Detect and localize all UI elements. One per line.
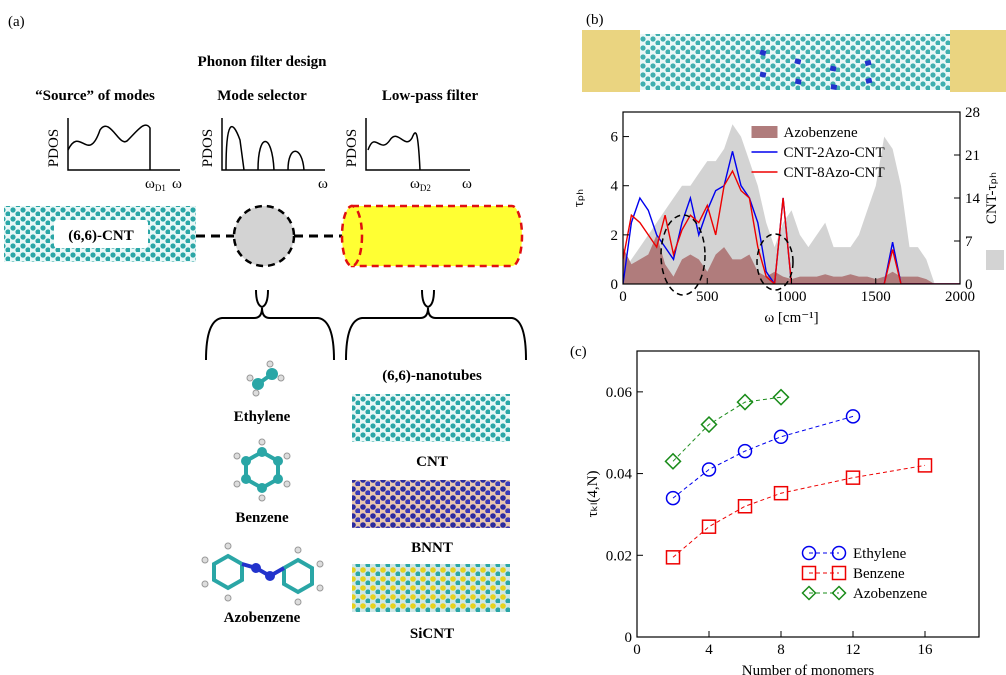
y-axis-label: τₚₕ (571, 189, 587, 208)
panel-label: (a) (8, 14, 25, 30)
legend-label: CNT-8Azo-CNT (784, 165, 885, 181)
marker (703, 520, 716, 533)
marker (775, 430, 788, 443)
y-tick-label: 0.04 (606, 467, 633, 483)
y-axis-label: τₖₗ(4,N) (585, 471, 601, 518)
axis-label: ωD2 (410, 176, 431, 193)
molecule (234, 439, 290, 501)
section-title: (6,6)-nanotubes (382, 368, 482, 384)
marker (847, 410, 860, 423)
axis-label: ω (462, 176, 472, 192)
nanotube (352, 480, 510, 528)
y2-tick-label: 14 (965, 191, 981, 207)
y-tick-label: 0 (611, 277, 619, 293)
brace (206, 290, 526, 360)
molecule-label: Benzene (235, 510, 289, 526)
tube-label: BNNT (411, 540, 453, 556)
subscript: D2 (420, 183, 431, 193)
y2-swatch (986, 250, 1004, 270)
axis-label: ω (318, 176, 328, 192)
axis-label: ω (172, 176, 182, 192)
nanotube (352, 564, 510, 612)
plot-frame (637, 351, 979, 637)
y-tick-label: 2 (611, 228, 619, 244)
line (673, 465, 925, 557)
column-title: “Source” of modes (35, 88, 155, 104)
x-tick-label: 1000 (777, 289, 807, 305)
tube-label: (6,6)-CNT (68, 228, 133, 244)
symbol: ω (410, 176, 420, 192)
y2-tick-label: 21 (965, 148, 980, 164)
y2-tick-label: 7 (965, 234, 973, 250)
marker (774, 390, 789, 405)
legend-label: Azobenzene (784, 125, 858, 141)
mode-selector (234, 206, 294, 266)
x-tick-label: 0 (633, 642, 641, 658)
line (673, 397, 781, 461)
column-title: Mode selector (217, 88, 307, 104)
y2-tick-label: 0 (965, 277, 973, 293)
axis-label: PDOS (344, 129, 360, 167)
panel-label: (c) (570, 344, 587, 360)
x-tick-label: 1500 (861, 289, 891, 305)
molecule (202, 543, 323, 605)
x-tick-label: 0 (619, 289, 627, 305)
axis-label: PDOS (46, 129, 62, 167)
molecule (247, 361, 284, 396)
legend-label: Benzene (853, 566, 905, 582)
legend-swatch (752, 126, 778, 138)
symbol: ω (145, 176, 155, 192)
marker (667, 551, 680, 564)
marker (847, 471, 860, 484)
y-tick-label: 0 (625, 630, 633, 646)
molecule-label: Ethylene (234, 409, 291, 425)
axis-label: PDOS (200, 129, 216, 167)
x-axis-label: Number of monomers (742, 663, 875, 675)
tube-label: SiCNT (410, 626, 454, 642)
nanotube (352, 394, 510, 442)
y2-axis-label: CNT-τₚₕ (984, 172, 1000, 224)
tube-label: CNT (416, 454, 448, 470)
figure: (a) (b) (c) Phonon filter design “Source… (0, 0, 1006, 675)
x-tick-label: 12 (846, 642, 861, 658)
x-axis-label: ω [cm⁻¹] (764, 310, 818, 326)
marker (739, 500, 752, 513)
y-tick-label: 0.02 (606, 548, 632, 564)
subscript: D1 (155, 183, 166, 193)
x-tick-label: 8 (777, 642, 785, 658)
axis-label: ωD1 (145, 176, 166, 193)
filter-cylinder (352, 206, 522, 266)
y-tick-label: 6 (611, 130, 619, 146)
diagram: Phonon filter design “Source” of modes M… (4, 54, 526, 642)
y-tick-label: 0.06 (606, 385, 633, 401)
x-tick-label: 4 (705, 642, 713, 658)
x-tick-label: 16 (918, 642, 934, 658)
x-tick-label: 500 (696, 289, 719, 305)
panel-label: (b) (586, 12, 604, 28)
junction-image (582, 30, 1006, 92)
pdos-plot (68, 118, 470, 170)
column-title: Low-pass filter (382, 88, 479, 104)
filter-end (342, 206, 362, 266)
y-tick-label: 4 (611, 179, 619, 195)
line (673, 416, 853, 498)
molecule-label: Azobenzene (224, 610, 301, 626)
legend-label: CNT-2Azo-CNT (784, 145, 885, 161)
y2-tick-label: 28 (965, 105, 980, 121)
legend-label: Azobenzene (853, 586, 927, 602)
legend-label: Ethylene (853, 546, 907, 562)
diagram-title: Phonon filter design (198, 54, 328, 70)
